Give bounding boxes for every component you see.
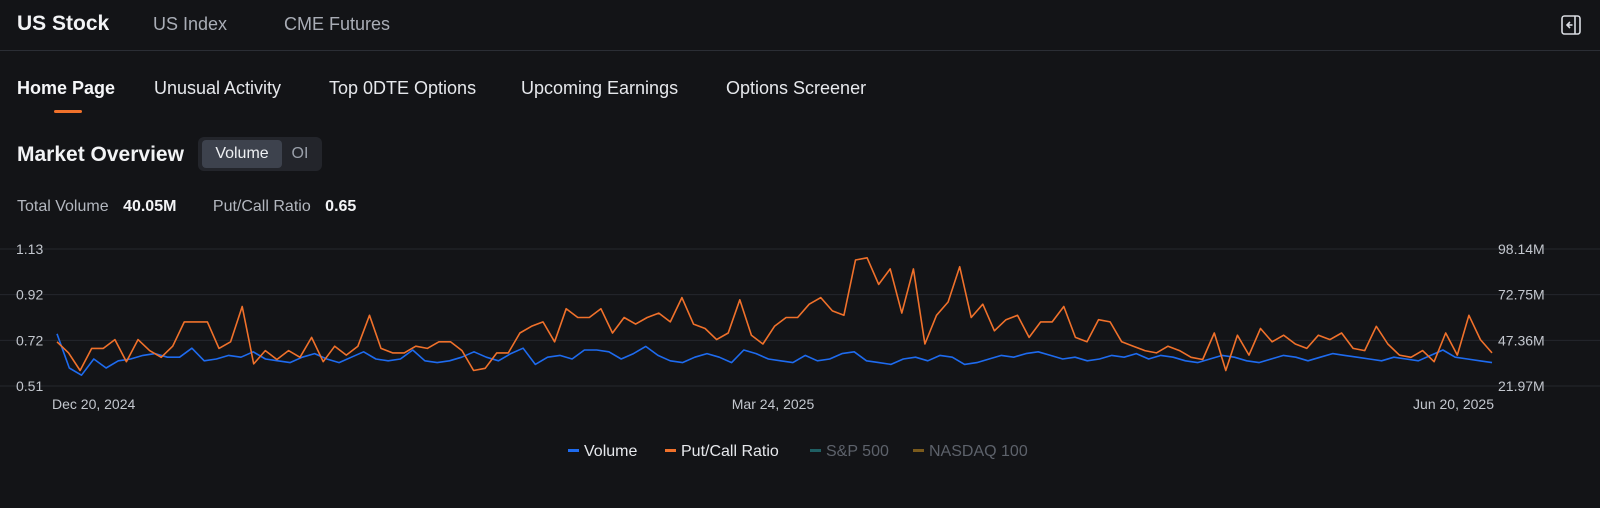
tab-upcoming-earnings[interactable]: Upcoming Earnings	[521, 78, 679, 98]
left-axis-tick: 0.51	[16, 378, 43, 394]
legend-pcr-label: Put/Call Ratio	[681, 443, 779, 460]
right-axis-tick: 47.36M	[1498, 332, 1545, 348]
volume-oi-toggle: Volume OI	[198, 137, 322, 171]
legend-nasdaq-swatch	[913, 448, 924, 452]
top-bar: US Stock US Index CME Futures	[0, 0, 1600, 51]
legend-nasdaq[interactable]: NASDAQ 100	[913, 443, 1028, 461]
toggle-oi-button[interactable]: OI	[291, 145, 309, 162]
legend-sp500-label: S&P 500	[826, 443, 889, 460]
market-overview-title: Market Overview	[17, 143, 184, 166]
x-axis-tick: Dec 20, 2024	[52, 396, 135, 412]
legend-nasdaq-label: NASDAQ 100	[929, 443, 1028, 460]
legend-volume[interactable]: Volume	[568, 443, 637, 461]
legend-sp500[interactable]: S&P 500	[810, 443, 889, 461]
total-volume-value: 40.05M	[123, 198, 177, 215]
pcr-value: 0.65	[325, 198, 357, 215]
volume-series-line	[56, 333, 1493, 376]
chart-legend: Volume Put/Call Ratio S&P 500 NASDAQ 100	[0, 443, 1600, 463]
left-axis-tick: 0.92	[16, 287, 43, 303]
active-tab-indicator	[54, 110, 82, 113]
legend-volume-swatch	[568, 448, 579, 452]
right-axis-tick: 72.75M	[1498, 287, 1545, 303]
x-axis-tick: Jun 20, 2025	[1413, 396, 1494, 412]
brand-title[interactable]: US Stock	[17, 12, 110, 35]
legend-volume-label: Volume	[584, 443, 638, 460]
overview-stats: Total Volume 40.05M Put/Call Ratio 0.65	[17, 198, 356, 216]
legend-pcr[interactable]: Put/Call Ratio	[665, 443, 779, 461]
tab-options-screener[interactable]: Options Screener	[726, 78, 867, 98]
left-axis-tick: 0.72	[16, 332, 43, 348]
market-overview-chart[interactable]: 1.13 0.92 0.72 0.51 98.14M 72.75M 47.36M 21.97…	[0, 235, 1600, 420]
tab-top-0dte-options[interactable]: Top 0DTE Options	[329, 78, 477, 98]
tab-unusual-activity[interactable]: Unusual Activity	[154, 78, 282, 98]
legend-sp500-swatch	[810, 448, 821, 452]
toggle-volume-button[interactable]: Volume	[202, 140, 282, 168]
nav-link-cme-futures[interactable]: CME Futures	[284, 14, 391, 34]
put-call-ratio-series-line	[56, 256, 1493, 372]
right-axis-tick: 21.97M	[1498, 378, 1545, 394]
x-axis-tick: Mar 24, 2025	[732, 396, 815, 412]
total-volume-label: Total Volume	[17, 198, 109, 215]
collapse-panel-icon[interactable]	[1560, 14, 1582, 36]
legend-pcr-swatch	[665, 448, 676, 452]
left-axis-tick: 1.13	[16, 241, 43, 257]
pcr-label: Put/Call Ratio	[212, 198, 311, 215]
nav-link-us-index[interactable]: US Index	[153, 14, 228, 34]
right-axis-tick: 98.14M	[1498, 241, 1545, 257]
tab-home-page[interactable]: Home Page	[17, 78, 116, 98]
